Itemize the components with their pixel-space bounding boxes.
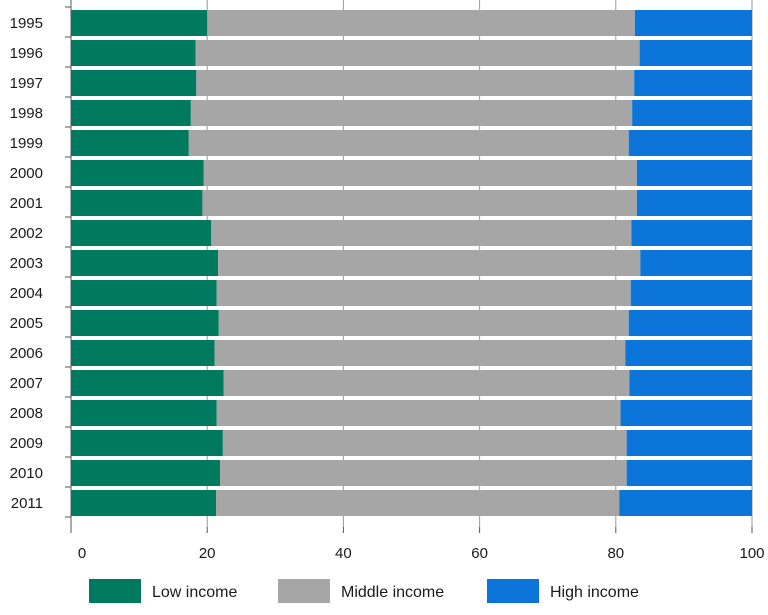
bar-middle-income-2008	[216, 400, 621, 426]
bars-layer	[71, 10, 752, 516]
bar-low-income-2010	[71, 460, 221, 486]
y-tick-label: 2011	[11, 495, 43, 512]
bar-high-income-2004	[630, 280, 752, 306]
y-tick-label: 1996	[10, 45, 43, 62]
x-tick-label: 100	[739, 545, 764, 562]
bar-middle-income-1996	[195, 40, 640, 66]
bar-middle-income-2000	[203, 160, 637, 186]
legend-item-middle-income: Middle income	[278, 579, 444, 603]
bar-middle-income-1999	[188, 130, 629, 156]
bar-high-income-2011	[619, 490, 752, 516]
bar-low-income-1999	[71, 130, 189, 156]
bar-high-income-2001	[636, 190, 752, 216]
legend-label: Middle income	[341, 584, 444, 601]
x-tick-label: 80	[607, 545, 624, 562]
bar-high-income-1999	[628, 130, 752, 156]
y-tick-label: 2007	[10, 375, 43, 392]
bar-middle-income-2001	[202, 190, 637, 216]
y-tick-label: 2001	[10, 195, 43, 212]
legend-swatch	[487, 579, 539, 603]
y-tick-label: 1995	[10, 15, 43, 32]
bar-low-income-1996	[71, 40, 196, 66]
x-tick-label: 60	[471, 545, 488, 562]
bar-low-income-2001	[71, 190, 203, 216]
bar-low-income-2004	[71, 280, 217, 306]
bar-low-income-1998	[71, 100, 191, 126]
x-tick-label: 20	[199, 545, 216, 562]
bar-low-income-1997	[71, 70, 197, 96]
legend-item-low-income: Low income	[89, 579, 237, 603]
x-tick-label: 0	[78, 545, 86, 562]
x-axis: 0 20 40 60 80 100	[70, 527, 765, 562]
y-axis: 1995 1996 1997 1998 1999 2000 2001 2002 2003 2004…	[10, 0, 72, 527]
bar-middle-income-2003	[218, 250, 641, 276]
y-tick-label: 2005	[10, 315, 43, 332]
bar-high-income-2006	[625, 340, 752, 366]
bar-low-income-2007	[71, 370, 224, 396]
bar-high-income-1995	[634, 10, 752, 36]
bar-low-income-2000	[71, 160, 204, 186]
y-tick-label: 2002	[10, 225, 43, 242]
y-tick-label: 2004	[10, 285, 43, 302]
bar-low-income-2011	[71, 490, 217, 516]
y-tick-label: 2000	[10, 165, 43, 182]
bar-high-income-2000	[636, 160, 752, 186]
bar-low-income-2002	[71, 220, 212, 246]
bar-high-income-2003	[640, 250, 752, 276]
bar-low-income-1995	[71, 10, 208, 36]
bar-high-income-2009	[626, 430, 752, 456]
y-tick-label: 1999	[10, 135, 43, 152]
bar-low-income-2003	[71, 250, 219, 276]
y-tick-label: 2008	[10, 405, 43, 422]
bar-middle-income-2002	[211, 220, 632, 246]
bar-high-income-2005	[628, 310, 752, 336]
legend-label: Low income	[152, 584, 237, 601]
y-tick-label: 1998	[10, 105, 43, 122]
bar-high-income-1997	[634, 70, 752, 96]
y-tick-label: 2003	[10, 255, 43, 272]
bar-high-income-1996	[639, 40, 752, 66]
bar-low-income-2008	[71, 400, 217, 426]
bar-middle-income-1997	[196, 70, 635, 96]
bar-high-income-1998	[632, 100, 752, 126]
legend: Low income Middle income High income	[89, 579, 639, 603]
bar-high-income-2007	[629, 370, 752, 396]
bar-middle-income-2005	[218, 310, 629, 336]
legend-label: High income	[550, 584, 639, 601]
bar-high-income-2010	[626, 460, 752, 486]
bar-low-income-2006	[71, 340, 215, 366]
legend-swatch	[89, 579, 141, 603]
bar-low-income-2009	[71, 430, 223, 456]
y-tick-label: 1997	[10, 75, 43, 92]
bar-middle-income-2006	[214, 340, 626, 366]
y-tick-label: 2010	[10, 465, 43, 482]
x-tick-label: 40	[335, 545, 352, 562]
bar-middle-income-2009	[222, 430, 627, 456]
bar-middle-income-2010	[220, 460, 627, 486]
bar-middle-income-1995	[207, 10, 635, 36]
legend-item-high-income: High income	[487, 579, 639, 603]
bar-low-income-2005	[71, 310, 219, 336]
bar-middle-income-2007	[223, 370, 630, 396]
bar-high-income-2008	[620, 400, 752, 426]
y-tick-label: 2009	[10, 435, 43, 452]
y-tick-label: 2006	[10, 345, 43, 362]
legend-swatch	[278, 579, 330, 603]
bar-high-income-2002	[631, 220, 752, 246]
bar-middle-income-2004	[216, 280, 631, 306]
bar-middle-income-1998	[190, 100, 633, 126]
bar-middle-income-2011	[216, 490, 620, 516]
